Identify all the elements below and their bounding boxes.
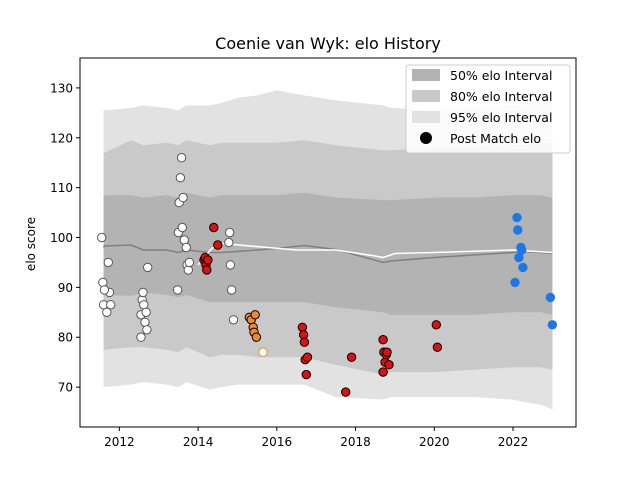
legend: 50% elo Interval 80% elo Interval 95% el… xyxy=(405,64,571,154)
axes: 2012 2014 2016 2018 2020 2022 70 80 90 100 110 120 1… xyxy=(50,81,528,449)
x-tick-label: 2012 xyxy=(104,435,135,449)
data-point xyxy=(143,262,153,273)
data-point xyxy=(141,307,151,317)
data-point xyxy=(226,285,237,295)
data-point xyxy=(142,325,152,335)
y-tick-label: 130 xyxy=(50,81,73,95)
data-point xyxy=(138,287,148,298)
legend-box xyxy=(405,64,571,154)
x-tick-label: 2022 xyxy=(498,435,529,449)
y-tick-label: 120 xyxy=(50,131,73,145)
data-point xyxy=(299,337,310,347)
x-tick-label: 2014 xyxy=(183,435,214,449)
data-point xyxy=(102,307,112,317)
legend-label-post-match: Post Match elo xyxy=(450,131,541,146)
data-point xyxy=(378,367,388,377)
legend-swatch-80 xyxy=(412,90,440,102)
data-point xyxy=(250,310,260,320)
data-point xyxy=(545,292,556,303)
data-point xyxy=(547,320,558,330)
data-point xyxy=(510,277,520,288)
data-point xyxy=(202,265,212,275)
y-tick-label: 80 xyxy=(58,331,73,345)
plot-frame xyxy=(79,57,577,428)
rating-line xyxy=(197,242,553,266)
data-point xyxy=(209,222,219,233)
data-point xyxy=(228,315,239,325)
data-point xyxy=(301,369,311,380)
data-point xyxy=(346,352,357,362)
data-point xyxy=(97,232,107,243)
legend-label-50: 50% elo Interval xyxy=(450,68,552,83)
data-point xyxy=(341,387,351,397)
data-point xyxy=(251,332,262,342)
data-point xyxy=(98,277,108,288)
legend-swatch-95 xyxy=(412,111,440,123)
data-point xyxy=(431,320,441,330)
y-tick-label: 110 xyxy=(50,181,73,195)
data-point xyxy=(106,300,116,310)
band-50 xyxy=(103,192,553,315)
data-point xyxy=(103,257,114,268)
plot-area xyxy=(97,90,558,410)
x-tick-label: 2016 xyxy=(262,435,293,449)
data-point xyxy=(512,212,522,223)
data-point xyxy=(302,352,313,362)
data-point xyxy=(184,257,195,268)
data-point xyxy=(136,332,146,342)
data-point xyxy=(224,237,234,248)
data-point xyxy=(203,255,213,265)
data-point xyxy=(432,342,443,352)
data-point xyxy=(177,222,188,233)
legend-label-95: 95% elo Interval xyxy=(450,110,552,125)
x-tick-label: 2018 xyxy=(340,435,371,449)
median-line xyxy=(102,244,553,264)
chart-title: Coenie van Wyk: elo History xyxy=(215,34,441,53)
data-point xyxy=(99,285,110,295)
data-point xyxy=(213,240,223,250)
y-tick-label: 70 xyxy=(58,381,73,395)
data-point xyxy=(258,347,268,357)
data-point xyxy=(181,242,192,253)
data-point xyxy=(517,245,527,255)
data-point xyxy=(382,347,392,357)
data-point xyxy=(176,153,187,163)
y-axis-label: elo score xyxy=(24,217,38,271)
data-point xyxy=(384,360,394,370)
data-point xyxy=(172,285,183,295)
data-point xyxy=(224,227,235,238)
data-point xyxy=(378,335,388,345)
y-tick-label: 90 xyxy=(58,281,73,295)
data-point xyxy=(513,225,523,235)
data-point xyxy=(175,173,186,183)
legend-label-80: 80% elo Interval xyxy=(450,89,552,104)
data-point xyxy=(178,192,188,203)
x-tick-label: 2020 xyxy=(419,435,450,449)
y-tick-label: 100 xyxy=(50,231,73,245)
legend-swatch-50 xyxy=(412,69,440,81)
data-point xyxy=(297,322,308,332)
data-point xyxy=(225,260,236,270)
legend-marker-post-match xyxy=(420,132,432,144)
data-point xyxy=(518,262,528,273)
